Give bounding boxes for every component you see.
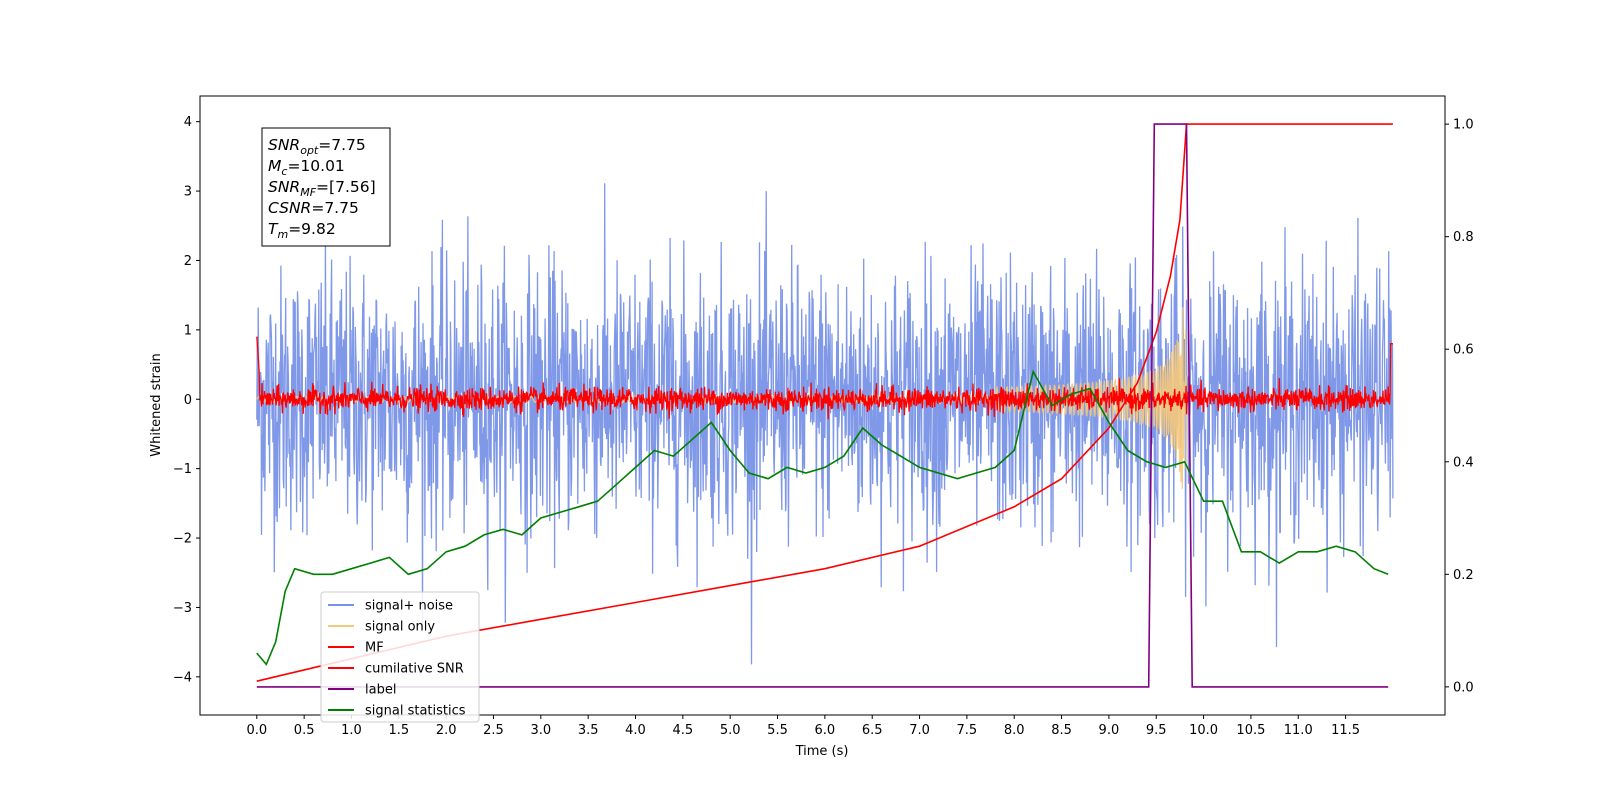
x-tick-label: 6.0: [815, 723, 836, 738]
legend-frame: [320, 591, 480, 723]
x-tick-label: 11.0: [1284, 723, 1313, 738]
x-tick-label: 3.0: [530, 723, 551, 738]
x-tick-label: 1.0: [341, 723, 362, 738]
legend: signal+ noise signal only MF cumilative SNR…: [320, 591, 480, 723]
y2-tick-label: 0.2: [1453, 568, 1474, 583]
y-tick-label: −3: [173, 601, 192, 616]
series-mf: [256, 336, 1393, 420]
x-axis: 0.0 0.5 1.0 1.5 2.0 2.5 3.0 3.5 4.0 4.5 5.0 5.5 6.0 6…: [246, 715, 1360, 738]
x-tick-label: 2.5: [483, 723, 504, 738]
y-tick-label: −4: [173, 670, 192, 685]
annotation-line: SNRopt=7.75: [268, 136, 366, 157]
y-tick-label: −2: [173, 532, 192, 547]
series-signal-statistics: [256, 369, 1389, 666]
x-tick-label: 7.5: [957, 723, 978, 738]
x-tick-label: 9.5: [1146, 723, 1167, 738]
x-tick-label: 8.5: [1051, 723, 1072, 738]
x-tick-label: 5.5: [767, 723, 788, 738]
y-tick-label: 0: [184, 393, 192, 408]
y-tick-label: 3: [184, 185, 192, 200]
y2-tick-label: 1.0: [1453, 118, 1474, 133]
legend-entry: cumilative SNR: [365, 662, 464, 677]
legend-entry: MF: [365, 641, 384, 656]
legend-entry: label: [365, 683, 396, 698]
annotation-line: Mc=10.01: [268, 157, 345, 178]
x-tick-label: 10.0: [1189, 723, 1218, 738]
y2-tick-label: 0.4: [1453, 455, 1474, 470]
x-tick-label: 1.5: [388, 723, 409, 738]
x-tick-label: 7.0: [909, 723, 930, 738]
axes-frame: [199, 95, 1446, 716]
x-axis-label: Time (s): [795, 744, 849, 759]
y-axis-left: 4 3 2 1 0 −1 −2 −3 −4: [173, 115, 200, 685]
annotation-line: SNRMF=[7.56]: [268, 178, 376, 199]
x-tick-label: 11.5: [1331, 723, 1360, 738]
y2-tick-label: 0.0: [1453, 680, 1474, 695]
annotation-box: SNRopt=7.75Mc=10.01SNRMF=[7.56]CSNR=7.75…: [261, 127, 391, 247]
annotation-frame: [261, 127, 391, 247]
y2-tick-label: 0.8: [1453, 230, 1474, 245]
annotation-line: CSNR=7.75: [268, 199, 359, 217]
legend-entry: signal only: [365, 620, 435, 635]
x-tick-label: 4.0: [625, 723, 646, 738]
x-tick-label: 4.5: [673, 723, 694, 738]
y-tick-label: −1: [173, 462, 192, 477]
x-tick-label: 0.0: [246, 723, 267, 738]
y-tick-label: 4: [184, 115, 192, 130]
x-tick-label: 8.0: [1004, 723, 1025, 738]
y-tick-label: 1: [184, 323, 192, 338]
x-tick-label: 5.0: [720, 723, 741, 738]
x-tick-label: 9.0: [1099, 723, 1120, 738]
x-tick-label: 10.5: [1236, 723, 1265, 738]
x-tick-label: 0.5: [294, 723, 315, 738]
x-tick-label: 6.5: [862, 723, 883, 738]
annotation-line: Tm=9.82: [268, 220, 336, 241]
y-axis-label: Whitened strain: [149, 353, 164, 456]
x-tick-label: 2.0: [436, 723, 457, 738]
y-tick-label: 2: [184, 254, 192, 269]
series-label: [256, 123, 1389, 688]
x-tick-label: 3.5: [578, 723, 599, 738]
plot-area: [256, 123, 1394, 688]
legend-entry: signal+ noise: [365, 599, 453, 614]
series-cumilative-snr: [256, 123, 1393, 682]
y-axis-right: 1.0 0.8 0.6 0.4 0.2 0.0: [1445, 118, 1474, 695]
series-signal-noise: [256, 183, 1394, 665]
legend-entry: signal statistics: [365, 704, 466, 719]
y2-tick-label: 0.6: [1453, 343, 1474, 358]
